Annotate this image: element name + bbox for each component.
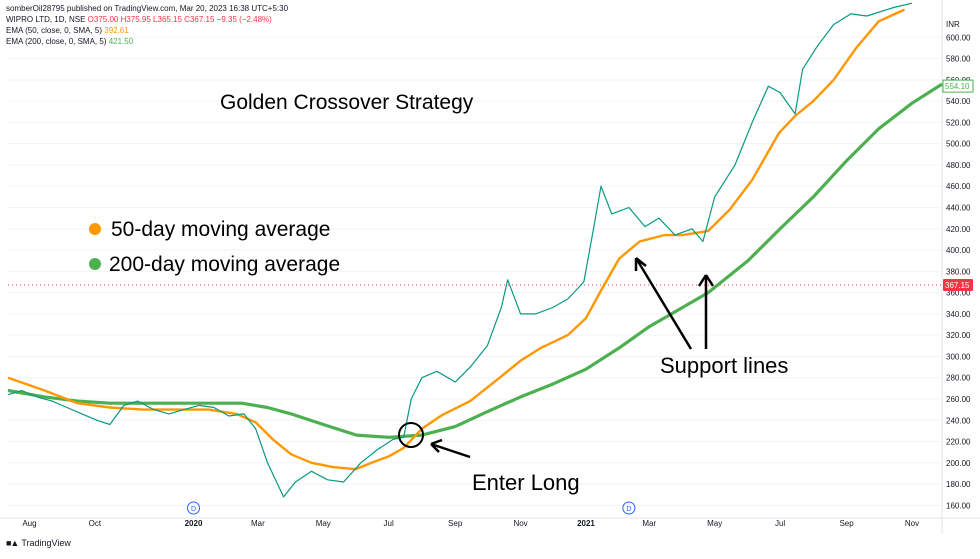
- enter-long-arrow: [430, 438, 471, 459]
- time-tick-label: Nov: [905, 519, 919, 528]
- price-tick-label: 420.00: [946, 225, 971, 234]
- time-tick-label: Jul: [775, 519, 785, 528]
- price-tick-label: 220.00: [946, 438, 971, 447]
- time-tick-label: 2021: [577, 519, 595, 528]
- tradingview-logo-icon: ■▲: [6, 538, 19, 548]
- dividend-marker-label: D: [191, 506, 196, 513]
- price-tick-label: 320.00: [946, 331, 971, 340]
- price-tick-label: 580.00: [946, 55, 971, 64]
- price-tick-label: 200.00: [946, 459, 971, 468]
- time-tick-label: May: [316, 519, 331, 528]
- ema50-line[interactable]: EMA (50, close, 0, SMA, 5) 392.61: [6, 25, 288, 36]
- legend-label-ema50: 50-day moving average: [111, 218, 330, 241]
- price-tick-label: 360.00: [946, 289, 971, 298]
- enter-long-label: Enter Long: [472, 470, 580, 495]
- currency-label: INR: [946, 20, 960, 29]
- dividend-marker[interactable]: [622, 501, 636, 515]
- support-arrow-right: [697, 274, 715, 349]
- last-price-label: 367.15: [945, 281, 970, 290]
- symbol-name: WIPRO LTD, 1D, NSE: [6, 15, 86, 24]
- ema200-value: 421.50: [108, 37, 134, 46]
- support-lines-label: Support lines: [660, 353, 788, 378]
- ohlc-values: O375.00 H375.95 L365.15 C367.15 −9.35 (−…: [87, 15, 272, 24]
- price-tick-label: 160.00: [946, 501, 971, 510]
- time-tick-label: Jul: [384, 519, 394, 528]
- strategy-title: Golden Crossover Strategy: [220, 91, 474, 114]
- dividend-marker[interactable]: [187, 501, 201, 515]
- time-tick-label: Sep: [448, 519, 463, 528]
- published-line: somberOil28795 published on TradingView.…: [6, 4, 289, 13]
- price-tick-label: 180.00: [946, 480, 971, 489]
- last-price-badge: [943, 278, 973, 291]
- support-arrow-left: [634, 257, 693, 350]
- time-tick-label: Nov: [513, 519, 527, 528]
- symbol-line: WIPRO LTD, 1D, NSE O375.00 H375.95 L365.…: [6, 14, 288, 25]
- price-line: [7, 2, 913, 498]
- brand-name: TradingView: [21, 538, 71, 548]
- time-tick-label: Mar: [251, 519, 265, 528]
- ema200-line: [7, 82, 943, 439]
- chart-header: somberOil28795 published on TradingView.…: [6, 3, 288, 47]
- price-tick-label: 480.00: [946, 161, 971, 170]
- ema50-value: 392.61: [104, 26, 129, 35]
- ema50-label: EMA (50, close, 0, SMA, 5): [6, 26, 103, 35]
- time-tick-label: May: [707, 519, 722, 528]
- ema200-label: EMA (200, close, 0, SMA, 5): [6, 37, 107, 46]
- price-tick-label: 280.00: [946, 374, 971, 383]
- crossover-circle: [398, 422, 424, 448]
- price-tick-label: 500.00: [946, 140, 971, 149]
- legend-dot-ema50: [89, 223, 101, 235]
- price-tick-label: 440.00: [946, 203, 971, 212]
- price-tick-label: 240.00: [946, 416, 971, 425]
- tradingview-brand[interactable]: ■▲ TradingView: [6, 538, 71, 548]
- price-tick-label: 540.00: [946, 97, 971, 106]
- legend-label-ema200: 200-day moving average: [109, 253, 340, 276]
- price-tick-label: 340.00: [946, 310, 971, 319]
- price-tick-label: 520.00: [946, 118, 971, 127]
- time-tick-label: Mar: [642, 519, 656, 528]
- time-tick-label: 2020: [185, 519, 203, 528]
- price-tick-label: 300.00: [946, 352, 971, 361]
- time-tick-label: Oct: [89, 519, 102, 528]
- price-tick-label: 260.00: [946, 395, 971, 404]
- dividend-marker-label: D: [626, 506, 631, 513]
- time-tick-label: Sep: [839, 519, 854, 528]
- ema200-badge: [942, 79, 974, 93]
- price-tick-label: 600.00: [946, 33, 971, 42]
- legend-dot-ema200: [89, 258, 101, 270]
- ema200-line[interactable]: EMA (200, close, 0, SMA, 5) 421.50: [6, 36, 288, 47]
- price-tick-label: 380.00: [946, 267, 971, 276]
- price-tick-label: 400.00: [946, 246, 971, 255]
- price-tick-label: 460.00: [946, 182, 971, 191]
- time-tick-label: Aug: [22, 519, 36, 528]
- ema200-badge-label: 554.10: [945, 82, 970, 91]
